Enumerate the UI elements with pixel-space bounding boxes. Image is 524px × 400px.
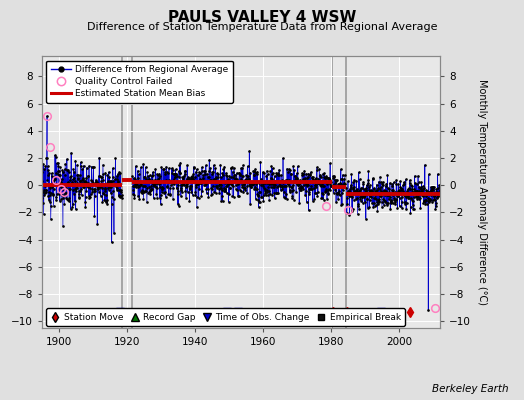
Text: Difference of Station Temperature Data from Regional Average: Difference of Station Temperature Data f… [87,22,437,32]
Text: PAULS VALLEY 4 WSW: PAULS VALLEY 4 WSW [168,10,356,25]
Y-axis label: Monthly Temperature Anomaly Difference (°C): Monthly Temperature Anomaly Difference (… [477,79,487,305]
Text: Berkeley Earth: Berkeley Earth [432,384,508,394]
Legend: Station Move, Record Gap, Time of Obs. Change, Empirical Break: Station Move, Record Gap, Time of Obs. C… [47,308,405,326]
